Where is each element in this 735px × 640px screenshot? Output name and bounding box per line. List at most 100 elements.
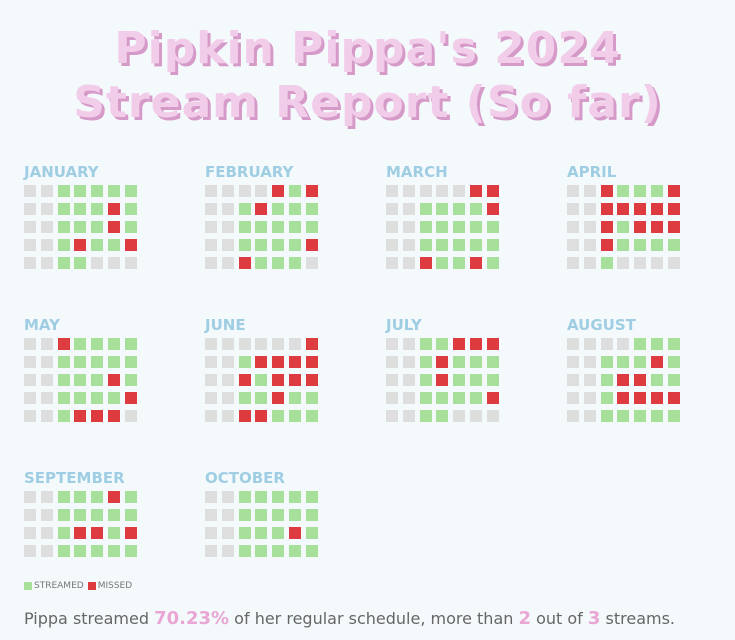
day-cell: [74, 491, 86, 503]
day-cell: [487, 257, 499, 269]
day-cell: [74, 185, 86, 197]
day-cell: [91, 545, 103, 557]
day-cell: [222, 356, 234, 368]
day-cell: [403, 239, 415, 251]
day-cell: [91, 410, 103, 422]
summary-percent: 70.23%: [154, 608, 230, 629]
day-cell: [108, 527, 120, 539]
summary-middle-1: of her regular schedule, more than: [229, 609, 519, 628]
legend-streamed-swatch: [24, 582, 32, 590]
day-cell: [41, 239, 53, 251]
day-cell: [289, 239, 301, 251]
day-cell: [617, 338, 629, 350]
legend-streamed-label: STREAMED: [34, 581, 84, 591]
day-cell: [41, 392, 53, 404]
day-cell: [24, 203, 36, 215]
day-cell: [255, 257, 267, 269]
day-cell: [470, 257, 482, 269]
day-cell: [453, 356, 465, 368]
day-cell: [634, 185, 646, 197]
day-cell: [24, 509, 36, 521]
month-label: MARCH: [386, 163, 448, 181]
month-may: MAY: [24, 315, 174, 428]
day-cell: [453, 392, 465, 404]
day-cell: [24, 185, 36, 197]
day-cell: [601, 356, 613, 368]
day-cell: [567, 239, 579, 251]
day-cell: [289, 203, 301, 215]
day-cell: [58, 338, 70, 350]
day-cell: [453, 185, 465, 197]
day-cell: [567, 221, 579, 233]
day-cell: [289, 374, 301, 386]
month-label: OCTOBER: [205, 469, 285, 487]
day-cell: [41, 545, 53, 557]
day-cell: [255, 338, 267, 350]
day-cell: [420, 257, 432, 269]
day-cell: [470, 338, 482, 350]
day-cell: [24, 257, 36, 269]
day-cell: [386, 185, 398, 197]
day-cell: [24, 491, 36, 503]
day-cell: [306, 257, 318, 269]
day-cell: [108, 257, 120, 269]
day-cell: [222, 221, 234, 233]
day-cell: [91, 527, 103, 539]
day-cell: [41, 221, 53, 233]
day-cell: [41, 491, 53, 503]
day-cell: [306, 221, 318, 233]
day-cell: [651, 338, 663, 350]
day-cell: [125, 545, 137, 557]
day-cell: [436, 338, 448, 350]
day-cell: [125, 257, 137, 269]
day-cell: [58, 221, 70, 233]
day-cell: [436, 392, 448, 404]
day-cell: [651, 221, 663, 233]
day-cell: [41, 374, 53, 386]
day-cell: [125, 356, 137, 368]
day-cell: [205, 239, 217, 251]
day-cell: [108, 221, 120, 233]
day-cell: [634, 257, 646, 269]
day-cell: [58, 527, 70, 539]
day-cell: [41, 203, 53, 215]
day-cell: [74, 545, 86, 557]
day-cell: [272, 374, 284, 386]
day-cell: [289, 257, 301, 269]
day-cell: [453, 221, 465, 233]
day-cell: [403, 203, 415, 215]
day-cell: [74, 239, 86, 251]
summary-text: Pippa streamed 70.23% of her regular sch…: [24, 608, 675, 629]
day-cell: [386, 221, 398, 233]
day-cell: [125, 203, 137, 215]
day-cell: [289, 491, 301, 503]
day-cell: [436, 221, 448, 233]
day-cell: [634, 392, 646, 404]
day-cell: [601, 392, 613, 404]
day-cell: [601, 257, 613, 269]
day-cell: [436, 410, 448, 422]
day-cell: [24, 392, 36, 404]
day-cell: [601, 185, 613, 197]
day-cell: [601, 374, 613, 386]
day-cell: [125, 239, 137, 251]
day-cell: [617, 203, 629, 215]
day-cell: [125, 338, 137, 350]
day-cell: [289, 338, 301, 350]
day-cell: [470, 410, 482, 422]
day-cell: [74, 221, 86, 233]
day-cell: [651, 185, 663, 197]
day-cell: [58, 392, 70, 404]
day-cell: [289, 545, 301, 557]
day-cell: [222, 545, 234, 557]
day-cell: [436, 374, 448, 386]
day-cell: [74, 410, 86, 422]
day-cell: [617, 185, 629, 197]
month-label: JUNE: [205, 316, 246, 334]
day-cell: [386, 392, 398, 404]
day-cell: [289, 392, 301, 404]
day-cell: [108, 491, 120, 503]
day-cell: [651, 257, 663, 269]
day-cell: [91, 491, 103, 503]
day-cell: [255, 392, 267, 404]
